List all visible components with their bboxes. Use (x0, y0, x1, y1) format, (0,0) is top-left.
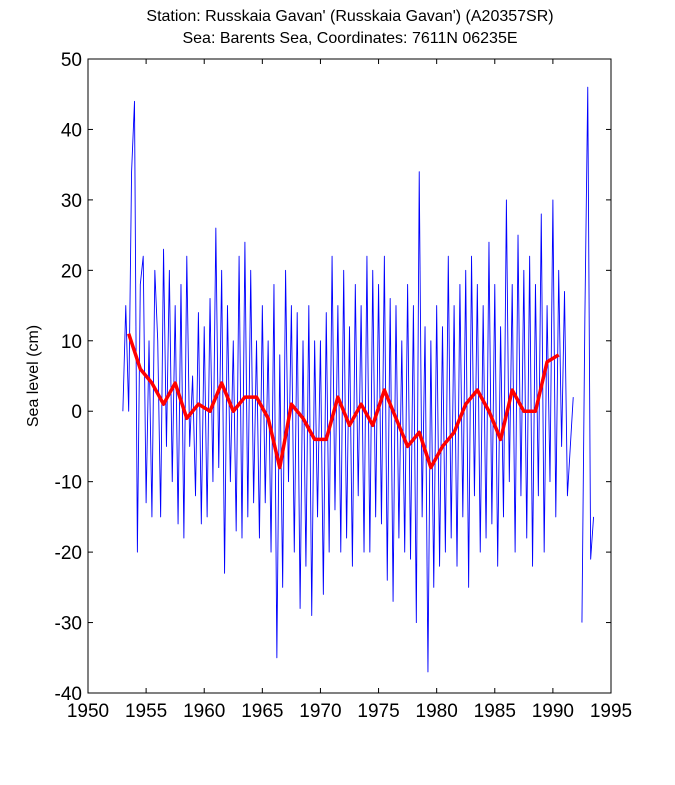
y-tick-label: 30 (61, 191, 82, 212)
y-tick-label: 0 (71, 402, 82, 423)
y-tick-label: -40 (55, 684, 82, 705)
y-tick-label: 20 (61, 261, 82, 282)
x-tick-label: 1960 (183, 701, 225, 722)
x-tick-label: 1995 (590, 701, 632, 722)
x-tick-label: 1965 (241, 701, 283, 722)
plot-frame (87, 58, 612, 694)
y-tick-label: 50 (61, 50, 82, 71)
x-tick-label: 1975 (357, 701, 399, 722)
chart-subtitle: Sea: Barents Sea, Coordinates: 7611N 062… (182, 30, 517, 47)
monthly-line (581, 86, 595, 623)
chart-title: Station: Russkaia Gavan' (Russkaia Gavan… (146, 8, 553, 25)
x-tick-label: 1990 (532, 701, 574, 722)
x-tick-label: 1950 (67, 701, 109, 722)
y-tick-label: -10 (55, 473, 82, 494)
y-tick-label: -20 (55, 543, 82, 564)
monthly-line (122, 100, 574, 673)
y-axis-label: Sea level (cm) (25, 325, 42, 427)
annual-line (127, 333, 560, 470)
y-tick-label: -30 (55, 614, 82, 635)
y-tick-label: 40 (61, 120, 82, 141)
x-tick-label: 1955 (125, 701, 167, 722)
x-tick-label: 1980 (416, 701, 458, 722)
x-tick-label: 1985 (474, 701, 516, 722)
y-tick-label: 10 (61, 332, 82, 353)
x-tick-label: 1970 (299, 701, 341, 722)
